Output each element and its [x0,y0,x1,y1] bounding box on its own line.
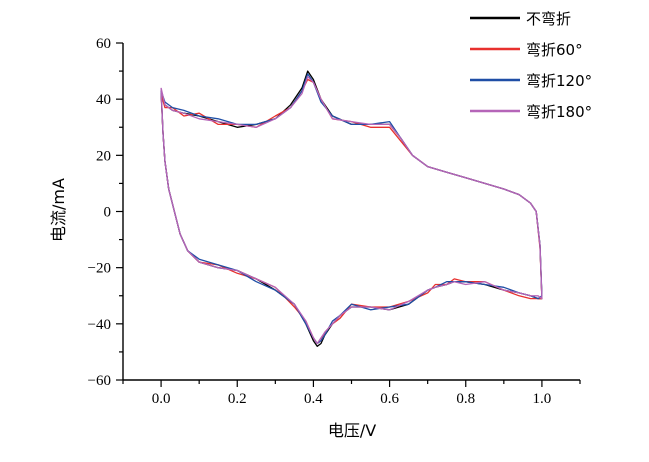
y-tick-label: −40 [88,317,111,333]
series-line-4 [160,76,543,345]
y-tick-label: 20 [96,148,111,164]
legend-label-2: 弯折60° [526,41,583,59]
series-line-3 [160,73,543,345]
y-tick-label: 40 [96,92,111,108]
y-tick-label: −60 [88,373,111,389]
x-tick-label: 0.2 [228,391,247,407]
x-tick-labels: 0.0 0.2 0.4 0.6 0.8 1.0 [152,391,552,407]
tick-marks [116,42,581,387]
x-tick-label: 0.0 [152,391,171,407]
legend-label-4: 弯折180° [526,103,592,121]
x-tick-label: 0.8 [456,391,475,407]
legend-label-1: 不弯折 [526,10,571,28]
x-tick-label: 0.6 [380,391,399,407]
y-tick-label: 0 [104,205,112,221]
y-tick-label: −20 [88,261,111,277]
x-tick-label: 1.0 [533,391,552,407]
axes [122,43,580,381]
y-tick-label: 60 [96,36,111,52]
x-tick-label: 0.4 [304,391,323,407]
legend-label-3: 弯折120° [526,72,592,90]
series-lines [160,70,543,347]
x-axis-label: 电压/V [328,421,376,440]
y-axis-label: 电流/mA [49,178,68,242]
y-tick-labels: 60 40 20 0 −20 −40 −60 [88,36,111,389]
